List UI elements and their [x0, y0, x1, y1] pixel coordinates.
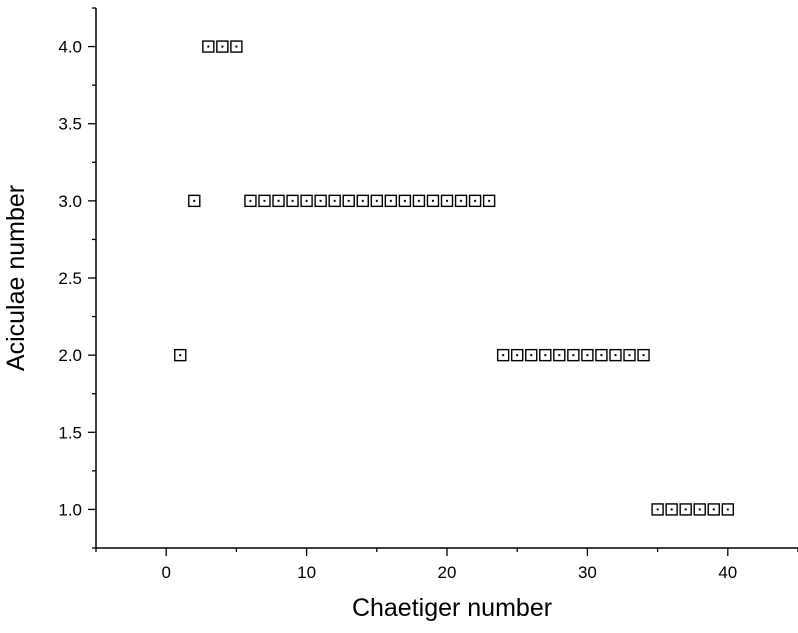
marker-dot: [179, 354, 182, 357]
data-point: [300, 194, 313, 208]
x-axis-title: Chaetiger number: [352, 594, 552, 622]
data-point: [553, 348, 566, 362]
data-point: [356, 194, 369, 208]
marker-dot: [207, 45, 210, 48]
data-point: [651, 503, 664, 516]
y-tick-label: 3.0: [58, 192, 82, 211]
marker-dot: [221, 45, 224, 48]
data-points: [174, 40, 734, 516]
marker-dot: [389, 199, 392, 202]
marker-dot: [361, 199, 364, 202]
marker-dot: [291, 199, 294, 202]
ticks: [88, 7, 798, 556]
data-point: [398, 194, 412, 208]
data-point: [272, 194, 285, 208]
data-point: [188, 194, 201, 208]
tick-labels: 0 10 20 30 40 1.0 1.5 2.0 2.5 3.0 3.5 4.0: [58, 38, 737, 582]
data-point: [609, 348, 622, 362]
marker-dot: [235, 45, 238, 48]
marker-dot: [628, 354, 631, 357]
marker-dot: [530, 354, 533, 357]
y-tick-label: 2.0: [58, 346, 82, 365]
x-tick-label: 0: [161, 563, 170, 582]
marker-dot: [488, 199, 491, 202]
data-point: [244, 194, 257, 208]
y-tick-label: 2.5: [58, 269, 82, 288]
x-tick-label: 20: [438, 563, 457, 582]
marker-dot: [193, 199, 196, 202]
data-point: [454, 194, 468, 208]
marker-dot: [614, 354, 617, 357]
marker-dot: [600, 354, 603, 357]
marker-dot: [446, 199, 448, 202]
marker-dot: [502, 354, 505, 357]
data-point: [679, 503, 692, 516]
y-tick-label: 4.0: [58, 38, 82, 57]
marker-dot: [347, 199, 350, 202]
axes: [95, 8, 798, 549]
data-point: [482, 194, 496, 208]
data-point: [230, 40, 243, 53]
data-point: [693, 503, 706, 516]
data-point: [342, 194, 355, 208]
marker-dot: [319, 199, 322, 202]
y-tick-label: 3.5: [58, 115, 82, 134]
data-point: [567, 348, 580, 362]
marker-dot: [712, 508, 715, 511]
data-point: [539, 348, 552, 362]
marker-dot: [263, 199, 266, 202]
data-point: [440, 194, 454, 208]
marker-dot: [431, 199, 434, 202]
data-point: [426, 194, 440, 208]
x-tick-label: 30: [578, 563, 597, 582]
data-point: [216, 40, 229, 53]
marker-dot: [558, 354, 561, 357]
data-point: [595, 348, 608, 362]
data-point: [721, 503, 734, 516]
data-point: [623, 348, 636, 362]
data-point: [328, 194, 341, 208]
marker-dot: [572, 354, 575, 357]
marker-dot: [586, 354, 589, 357]
data-point: [286, 194, 299, 208]
data-point: [637, 348, 650, 362]
data-point: [370, 194, 383, 208]
data-point: [581, 348, 594, 362]
marker-dot: [403, 199, 406, 202]
data-point: [314, 194, 327, 208]
marker-dot: [684, 508, 687, 511]
marker-dot: [277, 199, 280, 202]
marker-dot: [516, 354, 519, 357]
data-point: [496, 348, 510, 362]
y-tick-label: 1.0: [58, 500, 82, 519]
marker-dot: [375, 199, 378, 202]
data-point: [525, 348, 538, 362]
marker-dot: [333, 199, 336, 202]
data-point: [384, 194, 398, 208]
marker-dot: [544, 354, 547, 357]
marker-dot: [656, 508, 659, 511]
data-point: [174, 348, 187, 362]
data-point: [707, 503, 720, 516]
marker-dot: [642, 354, 645, 357]
data-point: [665, 503, 678, 516]
x-tick-label: 40: [718, 563, 737, 582]
marker-dot: [305, 199, 308, 202]
marker-dot: [474, 199, 477, 202]
data-point: [202, 40, 215, 53]
x-tick-label: 10: [297, 563, 316, 582]
y-axis-title: Aciculae number: [2, 185, 30, 371]
marker-dot: [670, 508, 673, 511]
data-point: [258, 194, 271, 208]
data-point: [412, 194, 426, 208]
marker-dot: [417, 199, 420, 202]
marker-dot: [698, 508, 701, 511]
marker-dot: [726, 508, 729, 511]
marker-dot: [249, 199, 252, 202]
data-point: [468, 194, 482, 208]
data-point: [511, 348, 524, 362]
y-tick-label: 1.5: [58, 423, 82, 442]
marker-dot: [460, 199, 463, 202]
